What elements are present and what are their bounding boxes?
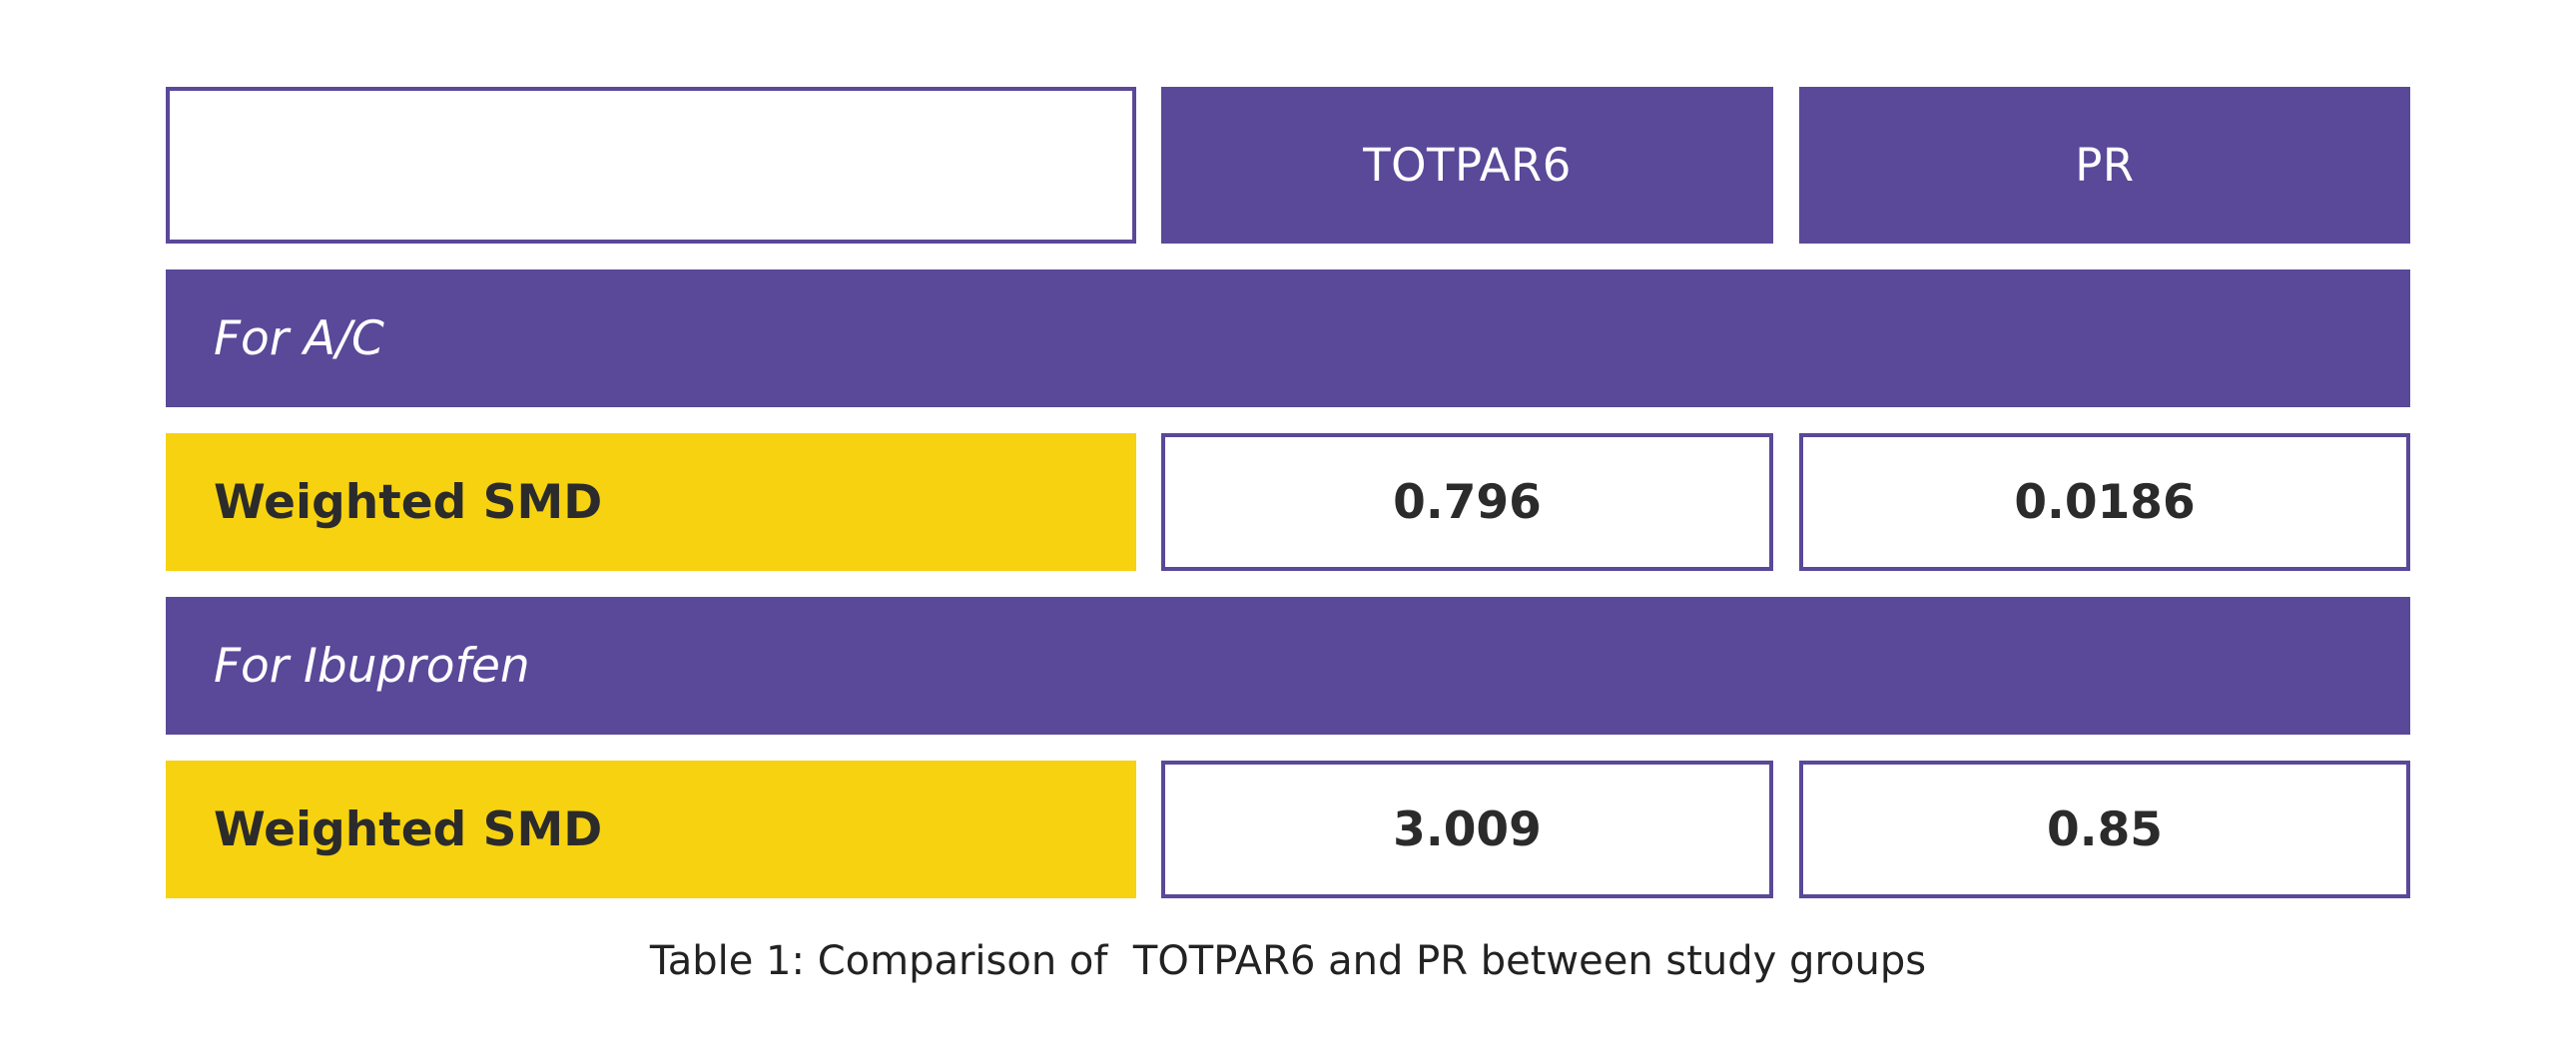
cell-value: 0.85 — [2047, 801, 2163, 857]
value-cell-ibuprofen-totpar6: 3.009 — [1161, 761, 1773, 898]
row-label: Weighted SMD — [214, 474, 603, 530]
column-header-totpar6: TOTPAR6 — [1161, 87, 1773, 244]
row-label-cell: Weighted SMD — [166, 761, 1136, 898]
value-cell-ibuprofen-pr: 0.85 — [1799, 761, 2410, 898]
cell-value: 0.0186 — [2014, 474, 2196, 530]
column-header-pr: PR — [1799, 87, 2410, 244]
table-caption: Table 1: Comparison of TOTPAR6 and PR be… — [649, 938, 1927, 984]
cell-value: 0.796 — [1393, 474, 1542, 530]
column-header-label: TOTPAR6 — [1363, 139, 1572, 192]
column-header-label: PR — [2075, 139, 2135, 192]
section-header-ibuprofen: For Ibuprofen — [166, 597, 2410, 735]
section-title: For Ibuprofen — [214, 638, 530, 694]
value-cell-ac-totpar6: 0.796 — [1161, 433, 1773, 571]
value-cell-ac-pr: 0.0186 — [1799, 433, 2410, 571]
row-label-cell: Weighted SMD — [166, 433, 1136, 571]
table-corner-cell — [166, 87, 1136, 244]
row-label: Weighted SMD — [214, 801, 603, 857]
section-header-ac: For A/C — [166, 269, 2410, 407]
cell-value: 3.009 — [1393, 801, 1542, 857]
section-title: For A/C — [214, 310, 384, 366]
